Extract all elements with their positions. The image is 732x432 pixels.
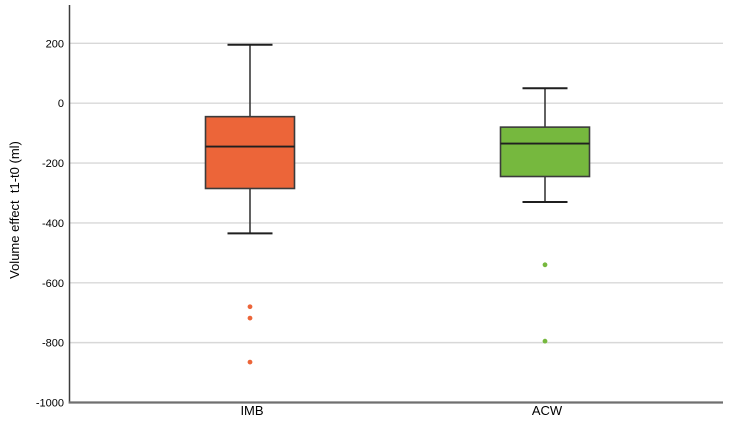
x-category-label: ACW <box>532 403 563 418</box>
outlier-point <box>542 262 548 268</box>
outlier-point <box>542 338 548 344</box>
outlier-point <box>247 359 253 365</box>
outlier-point <box>247 315 253 321</box>
y-tick-label: -400 <box>42 218 64 230</box>
box-iqr <box>204 115 296 190</box>
y-tick-label: -600 <box>42 278 64 290</box>
x-category-label: IMB <box>240 403 263 418</box>
y-axis-title: Volume effect t1-t0 (ml) <box>7 141 22 279</box>
boxplot-ACW <box>499 87 591 344</box>
y-tick-label: 200 <box>46 38 64 50</box>
outlier-point <box>247 304 253 310</box>
boxplot-IMB <box>204 43 296 365</box>
y-tick-label: -1000 <box>36 398 64 410</box>
box-iqr <box>499 126 591 178</box>
y-tick-label: -800 <box>42 338 64 350</box>
y-tick-label: 0 <box>58 98 64 110</box>
y-tick-label: -200 <box>42 158 64 170</box>
chart-layer: 200 0 -200 -400 -600 -800 -1000 IMB ACW <box>36 5 723 418</box>
